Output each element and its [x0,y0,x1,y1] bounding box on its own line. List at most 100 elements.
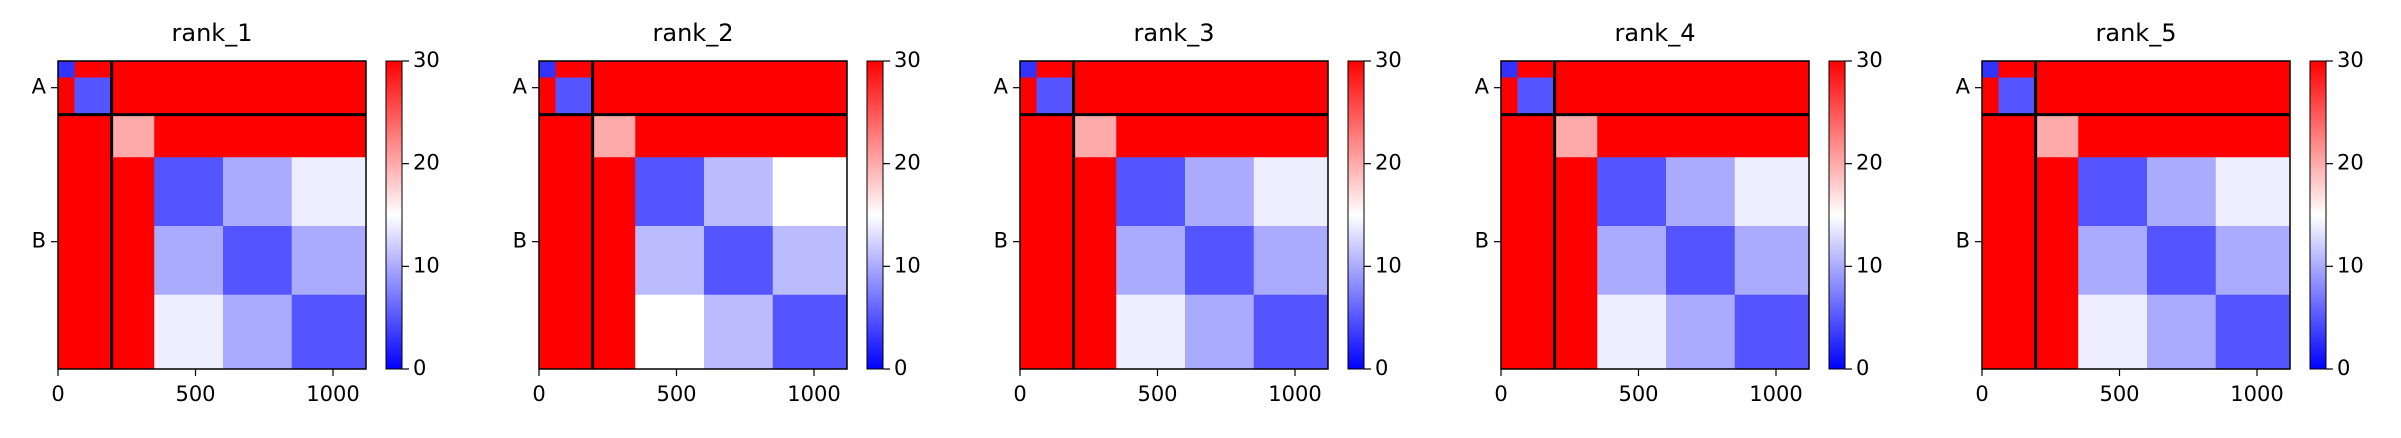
heatmap-cell [704,226,774,296]
heatmap-cell [1998,114,2037,158]
heatmap-cell [772,226,848,296]
heatmap-cell [1185,77,1255,116]
heatmap-cell [223,157,293,227]
y-tick-label: B [32,229,46,253]
x-tick-label: 1000 [306,382,359,406]
heatmap-cell [1020,226,1037,296]
heatmap-cell [1517,157,1556,227]
heatmap-cell [1982,61,1999,78]
heatmap-cell [1982,114,1999,158]
heatmap-cell [1501,226,1518,296]
y-tick-label: A [1956,75,1971,99]
colorbar-tick-label: 0 [894,356,907,380]
y-tick-label: B [994,229,1008,253]
colorbar-tick-label: 20 [1375,151,1402,175]
heatmap-cell [772,294,848,370]
heatmap-cell [1554,77,1598,116]
heatmap-cell [223,77,293,116]
heatmap-cell [1036,294,1075,370]
heatmap-cell [539,61,556,78]
colorbar-tick-label: 20 [413,151,440,175]
heatmap-cell [1554,157,1598,227]
heatmap-cell [1597,226,1667,296]
heatmap-cell [1666,61,1736,78]
heatmap-cell [539,77,556,116]
panel-title: rank_1 [172,19,253,47]
heatmap-cell [1501,294,1518,370]
heatmap-cell [635,77,705,116]
heatmap-cell [1253,114,1329,158]
heatmap-cell [635,61,705,78]
heatmap-cell [1998,157,2037,227]
heatmap-cell [2035,157,2079,227]
heatmap-cell [704,77,774,116]
plot-frame [538,60,848,370]
colorbar-tick-label: 20 [1856,151,1883,175]
heatmap-cell [2147,61,2217,78]
heatmap-cell [1116,157,1186,227]
heatmap-cell [555,77,594,116]
heatmap-cell [1734,157,1810,227]
heatmap-cell [704,61,774,78]
heatmap-cell [2215,157,2291,227]
heatmap-cell [635,157,705,227]
heatmap-cell [291,294,367,370]
heatmap-cell [772,77,848,116]
heatmap-cell [555,157,594,227]
x-tick-label: 1000 [1268,382,1321,406]
plot-frame [1500,60,1810,370]
heatmap-cell [223,294,293,370]
heatmap-cell [555,61,594,78]
panel-title: rank_2 [653,19,734,47]
heatmap-cell [58,226,75,296]
heatmap-cell [592,61,636,78]
x-tick-label: 0 [51,382,64,406]
colorbar-tick-label: 30 [1375,48,1402,72]
colorbar-tick-label: 30 [413,48,440,72]
heatmap-cell [111,226,155,296]
heatmap-cell [154,77,224,116]
heatmap-cell [1116,77,1186,116]
heatmap-cell [772,61,848,78]
heatmap-cell [1597,157,1667,227]
heatmap-cell [592,77,636,116]
x-tick-label: 1000 [2230,382,2283,406]
heatmap-cell [2035,77,2079,116]
heatmap-cell [1554,294,1598,370]
x-tick-label: 1000 [1749,382,1802,406]
heatmap-cell [2078,157,2148,227]
heatmap-cell [539,114,556,158]
heatmap-cell [2215,77,2291,116]
heatmap-cell [291,61,367,78]
heatmap-cell [1185,294,1255,370]
heatmap-cell [1253,226,1329,296]
heatmap-cell [2078,77,2148,116]
colorbar-tick-label: 20 [894,151,921,175]
heatmap-cell [2035,294,2079,370]
heatmap-cell [704,114,774,158]
heatmap-cell [58,157,75,227]
heatmap-cell [1501,77,1518,116]
colorbar-tick-label: 0 [1856,356,1869,380]
heatmap-cell [1734,114,1810,158]
heatmap-cell [1554,226,1598,296]
panel-title: rank_4 [1615,19,1696,47]
colorbar-tick-label: 30 [894,48,921,72]
heatmap-cell [1734,294,1810,370]
heatmap-cell [704,157,774,227]
heatmap-cell [2078,294,2148,370]
y-tick-label: B [1956,229,1970,253]
heatmap-cell [1253,294,1329,370]
heatmap-cell [555,114,594,158]
heatmap-cell [154,157,224,227]
x-tick-label: 0 [1494,382,1507,406]
plot-frame [1019,60,1329,370]
heatmap-cell [1982,226,1999,296]
heatmap-cell [2147,226,2217,296]
heatmap-cell [154,114,224,158]
x-tick-label: 500 [1618,382,1658,406]
heatmap-cell [1116,114,1186,158]
plot-frame [1981,60,2291,370]
heatmap-cell [1597,77,1667,116]
